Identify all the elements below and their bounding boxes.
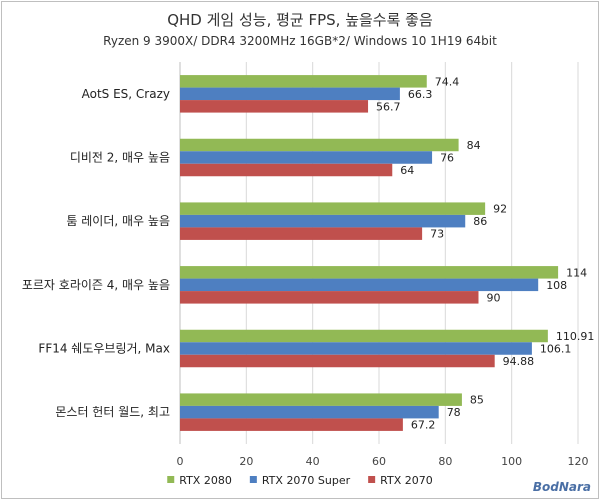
data-label: 114	[566, 266, 587, 279]
watermark-logo: BodNara	[533, 480, 591, 494]
category-label: 툼 레이더, 매우 높음	[66, 214, 170, 228]
x-tick-label: 100	[501, 455, 522, 468]
data-label: 90	[487, 291, 501, 304]
data-label: 56.7	[376, 100, 401, 113]
data-label: 76	[440, 152, 454, 165]
category-label: 포르자 호라이즌 4, 매우 높음	[22, 278, 170, 292]
legend: RTX 2080 RTX 2070 Super RTX 2070	[167, 474, 433, 487]
legend-swatch	[368, 476, 376, 483]
bars	[180, 75, 559, 431]
legend-swatch	[249, 476, 257, 483]
bar	[180, 100, 369, 113]
bar	[180, 329, 548, 343]
bar	[180, 393, 462, 406]
bar	[180, 418, 403, 431]
bar	[180, 151, 433, 164]
bar	[180, 87, 400, 101]
legend-label: RTX 2080	[179, 474, 232, 487]
x-tick-label: 40	[306, 455, 320, 468]
chart-subtitle: Ryzen 9 3900X/ DDR4 3200MHz 16GB*2/ Wind…	[103, 34, 497, 48]
bar	[180, 163, 393, 177]
bar	[180, 405, 439, 419]
bar	[180, 202, 486, 215]
data-label: 108	[546, 279, 567, 292]
bar	[180, 291, 479, 304]
category-label: AotS ES, Crazy	[82, 87, 170, 101]
bar	[180, 227, 423, 240]
data-label: 92	[493, 203, 507, 216]
legend-swatch	[167, 476, 175, 483]
data-label: 73	[430, 228, 444, 241]
data-label: 84	[467, 139, 481, 152]
data-label: 64	[400, 164, 414, 177]
bar	[180, 75, 427, 88]
data-label: 67.2	[411, 419, 436, 432]
x-tick-label: 0	[177, 455, 184, 468]
x-tick-label: 20	[239, 455, 253, 468]
bar	[180, 278, 539, 292]
data-label: 106.1	[540, 343, 572, 356]
legend-label: RTX 2070	[380, 474, 433, 487]
chart-title: QHD 게임 성능, 평균 FPS, 높을수록 좋음	[167, 11, 433, 29]
x-tick-label: 80	[438, 455, 452, 468]
gridlines	[179, 62, 579, 444]
legend-label: RTX 2070 Super	[262, 474, 351, 487]
watermark: BodNara	[533, 480, 591, 494]
x-tick-label: 120	[568, 455, 589, 468]
data-label: 110.91	[556, 330, 595, 343]
data-label: 85	[470, 394, 484, 407]
data-label: 66.3	[408, 88, 433, 101]
bar	[180, 266, 559, 279]
category-label: 몬스터 헌터 월드, 최고	[55, 405, 170, 419]
data-label: 86	[473, 215, 487, 228]
bar	[180, 138, 459, 152]
labels: 0 20 40 60 80 100 120 AotS ES, Crazy 74.466.3 56.…	[22, 75, 595, 468]
bar	[180, 354, 495, 368]
data-label: 74.4	[435, 75, 460, 88]
x-tick-label: 60	[372, 455, 386, 468]
bar	[180, 342, 532, 355]
category-label: FF14 쉐도우브링거, Max	[38, 342, 170, 356]
category-label: 디비전 2, 매우 높음	[70, 151, 170, 165]
data-label: 94.88	[503, 355, 534, 368]
data-label: 78	[447, 406, 461, 419]
bar	[180, 214, 466, 228]
